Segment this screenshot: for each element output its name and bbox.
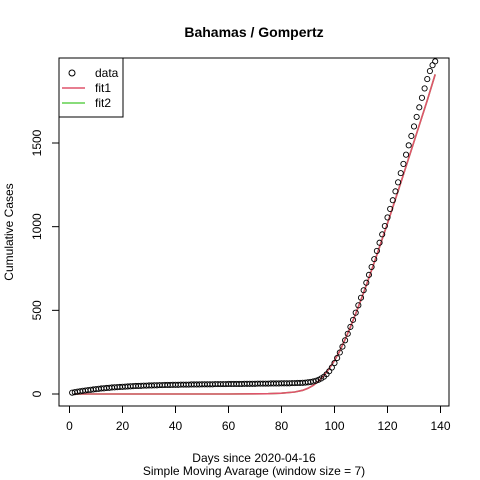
x-tick-label: 20 xyxy=(116,419,130,433)
y-tick-label: 1500 xyxy=(30,129,44,156)
data-point xyxy=(368,263,375,271)
data-point xyxy=(413,113,420,120)
legend-label-fit2: fit2 xyxy=(95,96,111,110)
legend-label-fit1: fit1 xyxy=(95,81,111,95)
data-point xyxy=(347,323,354,330)
data-point xyxy=(424,76,431,83)
data-point xyxy=(336,349,343,356)
data-point xyxy=(402,151,410,158)
data-point xyxy=(379,231,386,238)
plot-area xyxy=(69,58,439,396)
data-point xyxy=(331,359,338,367)
data-point xyxy=(416,104,423,111)
data-point xyxy=(426,68,433,75)
data-point xyxy=(387,205,394,212)
x-tick-label: 140 xyxy=(430,419,450,433)
data-point xyxy=(355,302,362,309)
data-point xyxy=(373,247,380,254)
data-point xyxy=(408,132,415,140)
y-tick-label: 0 xyxy=(30,390,44,397)
data-point xyxy=(389,197,396,204)
data-point xyxy=(363,279,370,286)
data-point xyxy=(312,377,320,384)
x-tick-label: 60 xyxy=(222,419,236,433)
chart-title: Bahamas / Gompertz xyxy=(184,24,323,40)
legend-label-data: data xyxy=(95,66,119,80)
data-point xyxy=(310,378,317,385)
data-point xyxy=(418,94,426,101)
data-point xyxy=(405,142,412,149)
x-axis-sublabel: Simple Moving Avarage (window size = 7) xyxy=(143,464,365,478)
data-point xyxy=(432,58,439,65)
data-point xyxy=(397,170,404,177)
data-point xyxy=(371,256,378,263)
data-point xyxy=(410,123,418,130)
data-point xyxy=(365,271,373,278)
y-tick-label: 500 xyxy=(30,300,44,320)
x-axis: 0 20 40 60 80 100 120 140 xyxy=(66,405,451,433)
y-tick-label: 1000 xyxy=(30,213,44,240)
data-point xyxy=(381,222,388,230)
x-tick-label: 120 xyxy=(377,419,397,433)
data-point xyxy=(384,214,391,221)
data-point xyxy=(328,364,335,371)
data-point xyxy=(376,239,383,246)
x-tick-label: 0 xyxy=(66,419,73,433)
data-point xyxy=(339,343,346,350)
y-axis: 0 500 1000 1500 xyxy=(30,129,60,397)
y-axis-label: Cumulative Cases xyxy=(2,183,16,280)
x-tick-label: 80 xyxy=(275,419,289,433)
data-point xyxy=(344,330,351,337)
data-point xyxy=(360,287,367,294)
x-axis-label: Days since 2020-04-16 xyxy=(192,451,316,465)
x-tick-label: 40 xyxy=(169,419,183,433)
data-point xyxy=(342,337,349,344)
data-point xyxy=(400,160,407,167)
x-tick-label: 100 xyxy=(324,419,344,433)
data-point xyxy=(392,188,399,195)
data-point xyxy=(352,309,359,316)
legend-marker-data xyxy=(68,69,76,77)
data-point xyxy=(395,179,402,186)
data-point xyxy=(334,354,341,362)
data-point xyxy=(357,294,365,301)
data-point xyxy=(349,316,357,323)
data-point xyxy=(421,85,428,92)
